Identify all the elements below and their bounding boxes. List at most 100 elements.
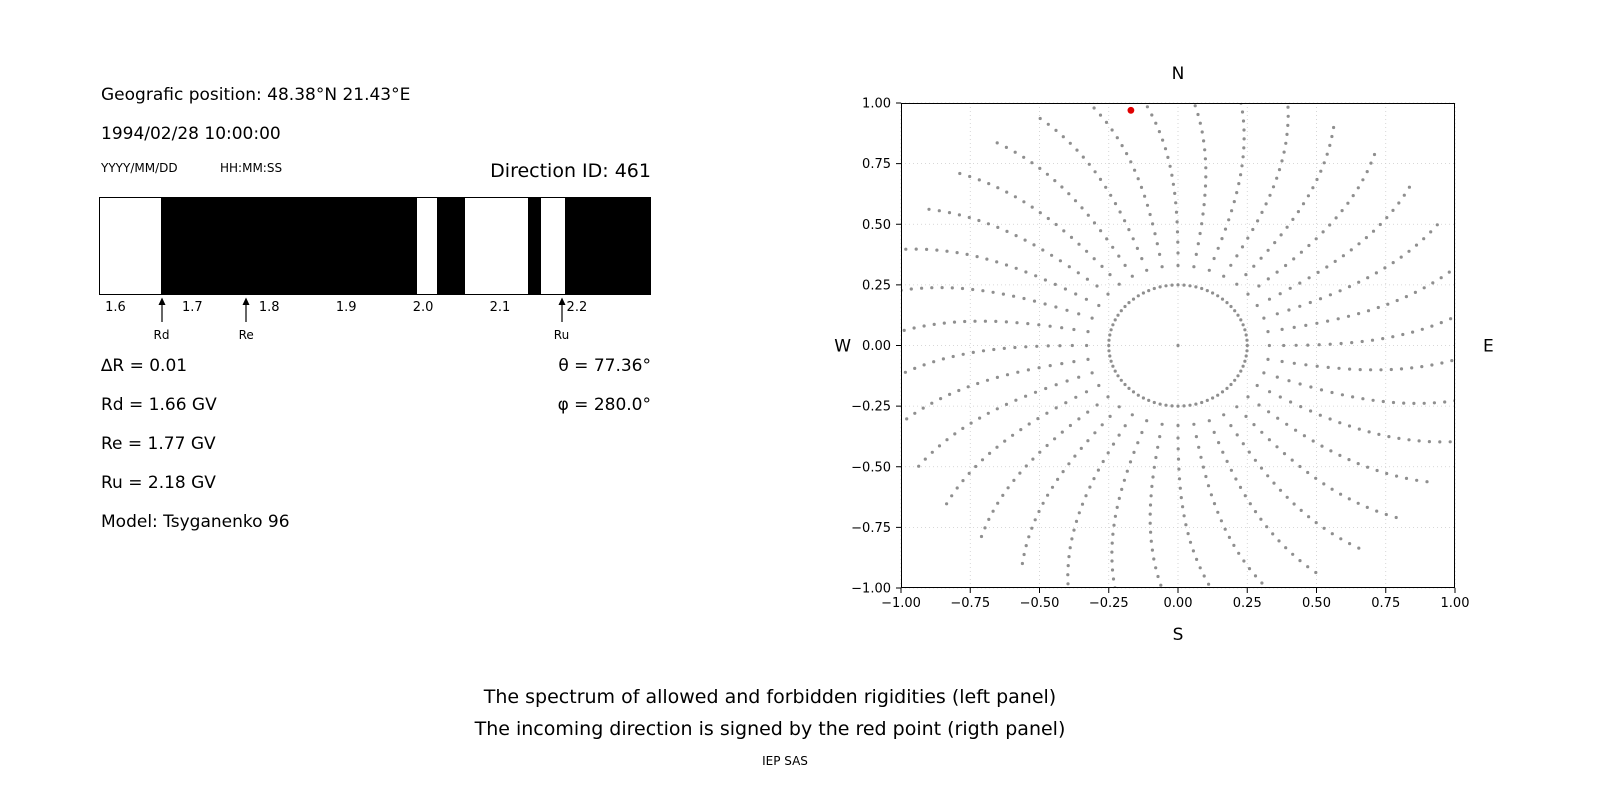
x-tick-label: −0.50 <box>1020 596 1060 611</box>
direction-dot <box>1016 370 1020 374</box>
direction-dot <box>1271 185 1276 189</box>
direction-dot <box>1338 453 1342 457</box>
direction-dot <box>1389 367 1393 372</box>
direction-dot <box>1123 219 1127 223</box>
direction-dot <box>1074 519 1079 523</box>
direction-dot <box>1140 257 1144 261</box>
direction-dot <box>1315 364 1319 368</box>
direction-dot <box>1045 411 1049 415</box>
spectrum-plot-area <box>99 197 651 295</box>
direction-dot <box>977 218 981 223</box>
re-value: Re = 1.77 GV <box>101 434 216 454</box>
direction-dot <box>1110 128 1114 132</box>
x-tick-label: −0.25 <box>1089 596 1129 611</box>
direction-dot <box>1460 356 1463 359</box>
direction-dot <box>961 352 965 356</box>
direction-dot <box>1184 523 1188 527</box>
direction-dot <box>1050 485 1055 489</box>
direction-dot <box>1220 237 1224 241</box>
direction-dot <box>1247 567 1252 571</box>
direction-dot <box>1085 249 1089 253</box>
direction-dot <box>1216 246 1220 250</box>
direction-dot <box>1024 464 1028 468</box>
direction-dot <box>1027 535 1031 539</box>
direction-dot <box>1320 444 1324 448</box>
direction-dot <box>1449 317 1453 321</box>
direction-dot <box>1296 210 1300 214</box>
direction-dot <box>1063 287 1067 291</box>
direction-dot <box>1412 401 1416 405</box>
direction-dot <box>1301 202 1306 206</box>
direction-dot <box>1022 200 1026 204</box>
direction-dot <box>1045 172 1049 176</box>
direction-dot <box>1241 155 1245 159</box>
direction-dot <box>1247 450 1251 454</box>
direction-dot <box>1357 546 1361 550</box>
direction-dot <box>1229 468 1233 472</box>
direction-dot <box>1302 434 1306 438</box>
direction-dot <box>1404 476 1409 480</box>
direction-dot <box>1387 435 1391 439</box>
direction-dot <box>1225 386 1229 390</box>
direction-dot <box>1086 357 1090 361</box>
caption-line-2: The incoming direction is signed by the … <box>474 718 1066 740</box>
direction-dot <box>1155 242 1159 246</box>
direction-dot <box>1084 297 1088 301</box>
up-arrow-icon <box>558 297 565 322</box>
direction-dot <box>1216 393 1220 397</box>
direction-dot <box>985 378 990 382</box>
direction-dot <box>1141 396 1145 400</box>
direction-dot <box>1136 393 1140 397</box>
direction-dot <box>1077 417 1081 421</box>
direction-dot <box>1315 321 1319 325</box>
direction-dot <box>1197 445 1201 449</box>
direction-dot <box>995 141 999 145</box>
direction-dot <box>1113 318 1117 322</box>
direction-dot <box>1136 294 1140 298</box>
direction-dot <box>1054 406 1058 410</box>
direction-dot <box>1100 264 1104 268</box>
direction-dot <box>1318 413 1322 417</box>
direction-dot <box>958 171 962 176</box>
direction-dot <box>1147 289 1151 293</box>
direction-dot <box>1120 144 1124 148</box>
direction-dot <box>1200 286 1204 291</box>
direction-dot <box>1036 417 1040 421</box>
direction-dot <box>1024 345 1028 349</box>
direction-dot <box>1088 485 1092 489</box>
direction-dot <box>1022 155 1026 159</box>
direction-dot <box>1151 475 1155 479</box>
direction-dot <box>1107 343 1111 348</box>
direction-dot <box>1268 390 1272 394</box>
direction-dot <box>1086 330 1090 334</box>
direction-dot <box>1289 400 1293 404</box>
direction-dot <box>1199 455 1203 459</box>
direction-dot <box>1206 484 1211 488</box>
direction-dot <box>1045 443 1049 448</box>
direction-dot <box>1311 186 1315 190</box>
direction-dot <box>1152 400 1156 405</box>
direction-dot <box>1145 105 1149 109</box>
direction-dot <box>1117 496 1121 500</box>
direction-dot <box>1340 209 1344 213</box>
spectrum-tick-label: 1.8 <box>258 300 280 315</box>
direction-dot <box>1321 230 1325 234</box>
caption-line-1: The spectrum of allowed and forbidden ri… <box>483 686 1057 708</box>
direction-dot <box>1176 447 1180 451</box>
direction-dot <box>1060 185 1064 189</box>
direction-dot <box>1243 328 1247 332</box>
direction-dot <box>1259 517 1263 521</box>
direction-dot <box>1357 280 1361 284</box>
direction-dot <box>1232 543 1236 547</box>
direction-dot <box>1236 313 1240 317</box>
direction-dot <box>1188 403 1192 407</box>
direction-dot <box>1348 542 1352 546</box>
direction-dot <box>1179 496 1183 500</box>
direction-dot <box>1246 395 1250 399</box>
direction-dot <box>1004 145 1008 149</box>
direction-dot <box>1115 505 1119 509</box>
geographic-position-label: Geografic position: 48.38°N 21.43°E <box>101 85 411 105</box>
direction-plot-svg: −1.00 −0.75 −0.50 −0.25 0.00 0.25 0.50 0.75 1.00… <box>834 64 1494 645</box>
direction-dot <box>1032 243 1036 247</box>
direction-dot <box>1252 423 1256 427</box>
